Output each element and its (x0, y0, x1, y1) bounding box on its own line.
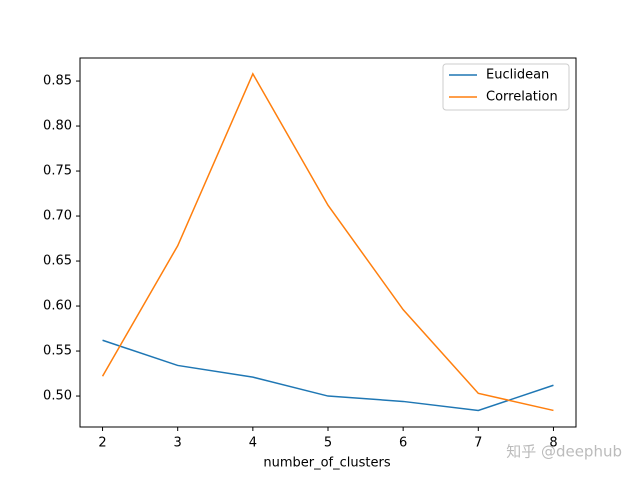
x-tick-label: 6 (399, 436, 407, 451)
x-tick-label: 3 (174, 436, 182, 451)
legend-label: Euclidean (486, 68, 549, 83)
y-tick-label: 0.85 (43, 74, 72, 89)
x-axis-label: number_of_clusters (263, 456, 390, 471)
y-tick-label: 0.80 (43, 119, 72, 134)
x-tick-label: 7 (474, 436, 482, 451)
x-tick-label: 5 (324, 436, 332, 451)
y-tick-label: 0.70 (43, 209, 72, 224)
x-tick-label: 8 (549, 436, 557, 451)
plot-frame (79, 57, 577, 428)
data-line (101, 72, 554, 412)
y-tick-label: 0.50 (43, 389, 72, 404)
y-tick-label: 0.75 (43, 164, 72, 179)
data-line (102, 339, 554, 412)
y-tick-label: 0.60 (43, 299, 72, 314)
y-tick-label: 0.65 (43, 254, 72, 269)
x-tick-label: 2 (98, 436, 106, 451)
x-tick-label: 4 (249, 436, 257, 451)
watermark: 知乎 @deephub (506, 443, 622, 461)
legend-label: Correlation (486, 90, 558, 105)
y-tick-label: 0.55 (43, 344, 72, 359)
